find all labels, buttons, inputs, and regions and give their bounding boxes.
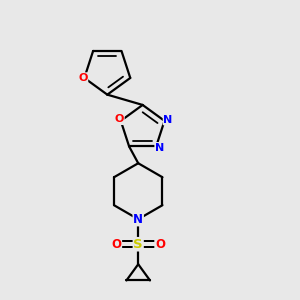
- Text: O: O: [115, 114, 124, 124]
- Text: N: N: [155, 143, 164, 153]
- Text: N: N: [164, 115, 172, 124]
- Text: O: O: [78, 73, 88, 83]
- Text: S: S: [134, 238, 143, 251]
- Text: N: N: [133, 213, 143, 226]
- Text: O: O: [111, 238, 122, 251]
- Text: O: O: [155, 238, 165, 251]
